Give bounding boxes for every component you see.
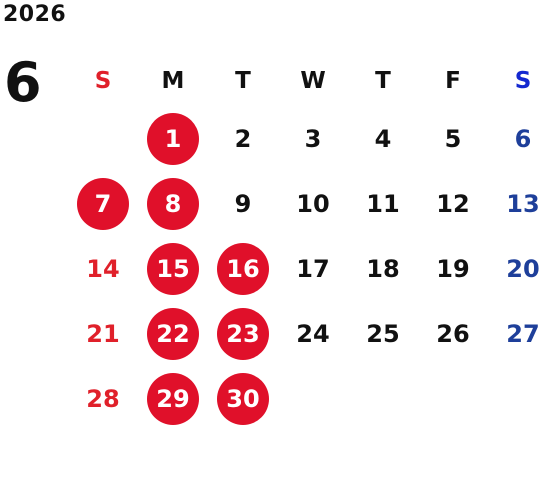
day-cell[interactable]: 29	[147, 372, 199, 425]
day-cell[interactable]: 27	[506, 319, 540, 348]
day-cell[interactable]: 10	[296, 189, 330, 218]
weekday-header-fri: F	[445, 68, 461, 94]
day-cell[interactable]: 20	[506, 254, 540, 283]
day-cell[interactable]: 17	[296, 254, 330, 283]
year-label: 2026	[3, 2, 67, 27]
day-cell[interactable]: 16	[217, 242, 269, 295]
day-cell[interactable]: 19	[436, 254, 470, 283]
weekday-header-sat: S	[514, 68, 532, 94]
day-cell[interactable]: 9	[234, 189, 252, 218]
day-cell[interactable]: 5	[444, 124, 462, 153]
day-cell[interactable]: 22	[147, 307, 199, 360]
calendar-grid: S M T W T F S 1 2 3 4 5 6 7 8 9 10 11 12…	[68, 56, 548, 431]
day-cell[interactable]: 26	[436, 319, 470, 348]
day-cell[interactable]: 6	[514, 124, 532, 153]
day-cell[interactable]: 18	[366, 254, 400, 283]
weekday-header-mon: M	[161, 68, 185, 94]
day-cell[interactable]: 1	[147, 112, 199, 165]
day-cell[interactable]: 2	[234, 124, 252, 153]
day-cell[interactable]: 7	[77, 177, 129, 230]
day-cell[interactable]: 28	[86, 384, 120, 413]
weekday-header-tue: T	[235, 68, 251, 94]
day-cell[interactable]: 12	[436, 189, 470, 218]
day-cell[interactable]: 24	[296, 319, 330, 348]
day-cell[interactable]: 21	[86, 319, 120, 348]
month-number: 6	[4, 51, 42, 114]
day-cell[interactable]: 30	[217, 372, 269, 425]
day-cell[interactable]: 25	[366, 319, 400, 348]
day-cell[interactable]: 4	[374, 124, 392, 153]
day-cell[interactable]: 3	[304, 124, 322, 153]
weekday-header-thu: T	[375, 68, 391, 94]
weekday-header-wed: W	[300, 68, 326, 94]
day-cell[interactable]: 15	[147, 242, 199, 295]
day-cell[interactable]: 13	[506, 189, 540, 218]
day-cell[interactable]: 8	[147, 177, 199, 230]
day-cell[interactable]: 11	[366, 189, 400, 218]
day-cell[interactable]: 23	[217, 307, 269, 360]
day-cell[interactable]: 14	[86, 254, 120, 283]
weekday-header-sun: S	[94, 68, 112, 94]
